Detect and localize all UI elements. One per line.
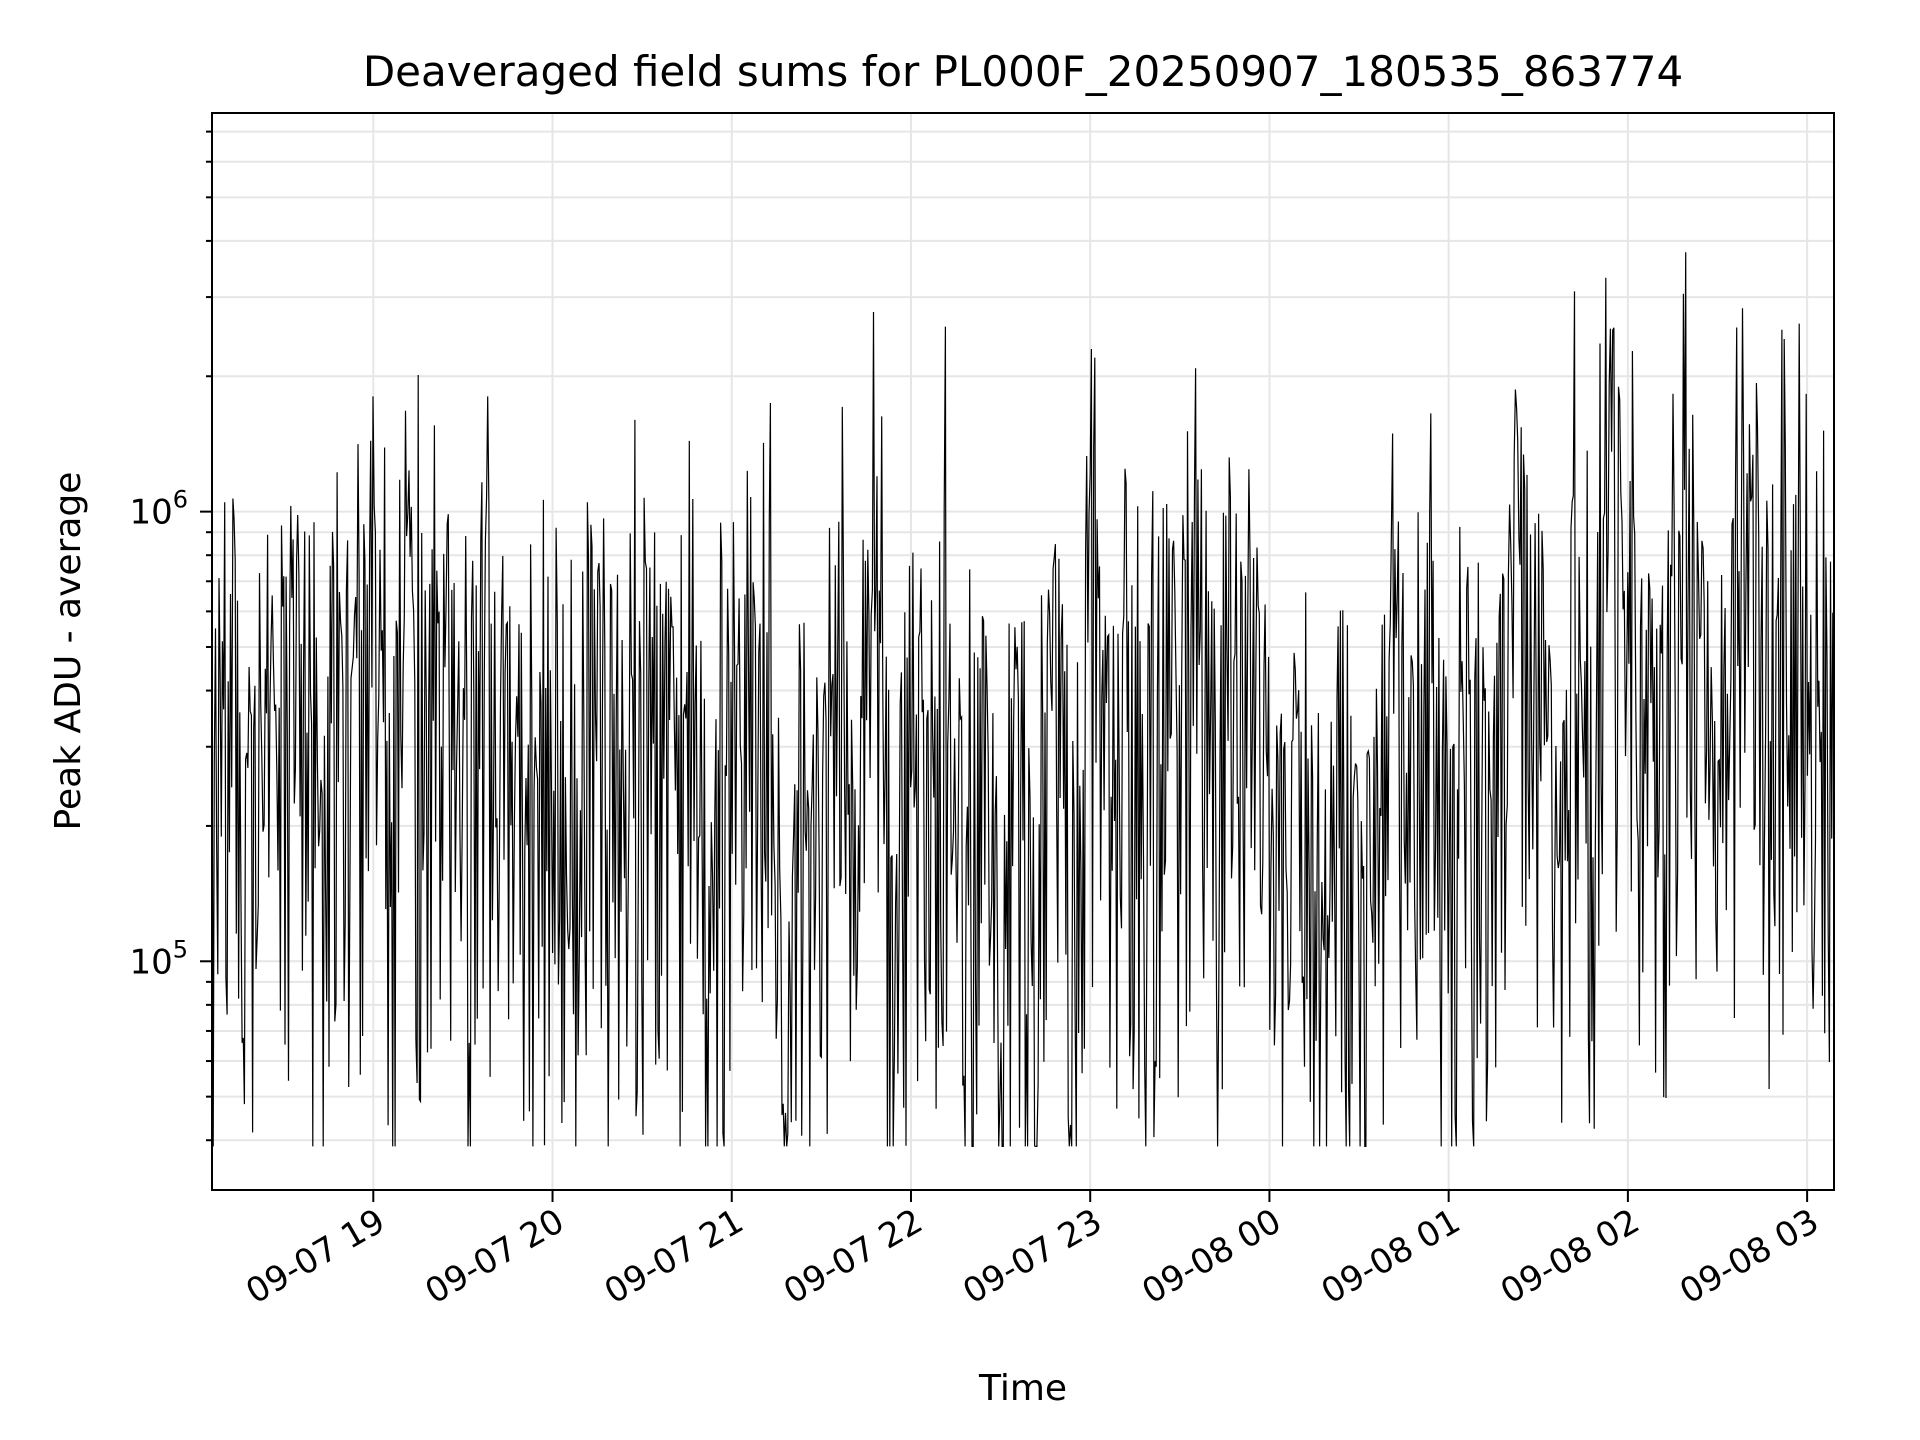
x-tick-label: 09-08 01: [1315, 1201, 1467, 1312]
x-tick-label: 09-07 22: [777, 1201, 929, 1312]
x-tick-label: 09-07 20: [419, 1201, 571, 1312]
chart-title: Deaveraged field sums for PL000F_2025090…: [363, 47, 1683, 96]
x-axis-label: Time: [978, 1368, 1067, 1409]
x-tick-label: 09-08 03: [1673, 1201, 1825, 1312]
x-tick-label: 09-07 21: [598, 1201, 750, 1312]
x-tick-label: 09-08 00: [1136, 1201, 1288, 1312]
y-ticks: 105 106: [129, 130, 212, 1142]
plot-frame: [211, 112, 1835, 1191]
x-ticks: 09-07 19 09-07 20 09-07 21 09-07 22 09-07 23…: [239, 1190, 1826, 1312]
series-line: [211, 252, 1835, 1147]
x-tick-label: 09-07 19: [239, 1201, 391, 1312]
x-tick-label: 09-07 23: [956, 1201, 1108, 1312]
y-tick-label: 106: [129, 486, 188, 533]
y-axis-label: Peak ADU - average: [48, 472, 89, 831]
y-tick-label: 105: [129, 935, 188, 982]
x-tick-label: 09-08 02: [1494, 1201, 1646, 1312]
series-layer: [211, 252, 1835, 1147]
